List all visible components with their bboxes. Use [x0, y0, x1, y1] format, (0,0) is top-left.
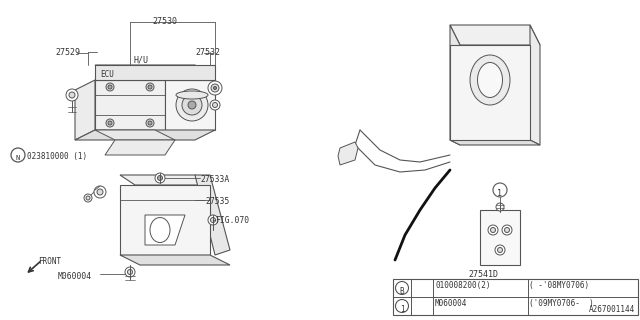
- Circle shape: [493, 183, 507, 197]
- Circle shape: [97, 189, 103, 195]
- Circle shape: [182, 95, 202, 115]
- Polygon shape: [338, 142, 358, 165]
- Circle shape: [214, 86, 216, 90]
- Ellipse shape: [470, 55, 510, 105]
- Text: ( -'08MY0706): ( -'08MY0706): [529, 281, 589, 290]
- Text: 27533A: 27533A: [200, 175, 229, 184]
- Text: B: B: [400, 286, 404, 295]
- Text: 27532: 27532: [195, 48, 220, 57]
- Circle shape: [208, 81, 222, 95]
- Polygon shape: [393, 279, 638, 315]
- Circle shape: [502, 225, 512, 235]
- Polygon shape: [120, 255, 230, 265]
- Circle shape: [84, 194, 92, 202]
- Circle shape: [488, 225, 498, 235]
- Text: 1: 1: [400, 305, 404, 314]
- Polygon shape: [95, 65, 215, 80]
- Ellipse shape: [477, 62, 502, 98]
- Text: 27529: 27529: [55, 48, 80, 57]
- Circle shape: [210, 100, 220, 110]
- Polygon shape: [120, 175, 210, 185]
- Polygon shape: [120, 185, 210, 255]
- Circle shape: [155, 173, 165, 183]
- Text: 27541D: 27541D: [468, 270, 498, 279]
- Text: N: N: [16, 155, 20, 161]
- Polygon shape: [450, 25, 460, 145]
- Circle shape: [396, 300, 408, 313]
- Text: A267001144: A267001144: [589, 305, 635, 314]
- Circle shape: [208, 215, 218, 225]
- Circle shape: [496, 203, 504, 211]
- Polygon shape: [95, 130, 175, 140]
- Ellipse shape: [176, 91, 208, 99]
- Circle shape: [176, 89, 208, 121]
- Circle shape: [127, 269, 132, 275]
- Polygon shape: [450, 45, 530, 140]
- Circle shape: [148, 85, 152, 89]
- Text: 023810000 (1): 023810000 (1): [27, 152, 87, 161]
- Polygon shape: [450, 25, 540, 45]
- Polygon shape: [450, 140, 540, 145]
- Circle shape: [94, 186, 106, 198]
- Text: H/U: H/U: [133, 55, 148, 64]
- Text: FRONT: FRONT: [38, 257, 61, 266]
- Circle shape: [396, 282, 408, 294]
- Circle shape: [125, 267, 135, 277]
- Ellipse shape: [150, 218, 170, 243]
- Circle shape: [108, 85, 112, 89]
- Circle shape: [211, 84, 219, 92]
- Circle shape: [157, 175, 163, 180]
- Polygon shape: [530, 25, 540, 145]
- Polygon shape: [75, 80, 95, 140]
- Circle shape: [11, 148, 25, 162]
- Text: 1: 1: [497, 188, 502, 197]
- Circle shape: [106, 119, 114, 127]
- Circle shape: [108, 121, 112, 125]
- Circle shape: [148, 121, 152, 125]
- Circle shape: [86, 196, 90, 200]
- Polygon shape: [195, 175, 230, 255]
- Circle shape: [146, 83, 154, 91]
- Text: M060004: M060004: [58, 272, 92, 281]
- Polygon shape: [95, 80, 165, 130]
- Polygon shape: [105, 140, 175, 155]
- Text: FIG.070: FIG.070: [215, 216, 249, 225]
- Circle shape: [211, 218, 216, 222]
- Text: 27530: 27530: [152, 17, 177, 26]
- Polygon shape: [95, 65, 215, 80]
- Circle shape: [495, 245, 505, 255]
- Polygon shape: [75, 130, 215, 140]
- Circle shape: [504, 228, 509, 233]
- Text: M060004: M060004: [435, 299, 467, 308]
- Circle shape: [106, 83, 114, 91]
- Circle shape: [188, 101, 196, 109]
- Polygon shape: [480, 210, 520, 265]
- Polygon shape: [145, 215, 185, 245]
- Text: ('09MY0706-  ): ('09MY0706- ): [529, 299, 594, 308]
- Text: ECU: ECU: [100, 70, 114, 79]
- Text: 010008200(2): 010008200(2): [435, 281, 490, 290]
- Circle shape: [212, 102, 218, 108]
- Circle shape: [66, 89, 78, 101]
- Polygon shape: [165, 80, 215, 130]
- Circle shape: [490, 228, 495, 233]
- Circle shape: [146, 119, 154, 127]
- Circle shape: [69, 92, 75, 98]
- Circle shape: [497, 247, 502, 252]
- Text: 27535: 27535: [205, 197, 229, 206]
